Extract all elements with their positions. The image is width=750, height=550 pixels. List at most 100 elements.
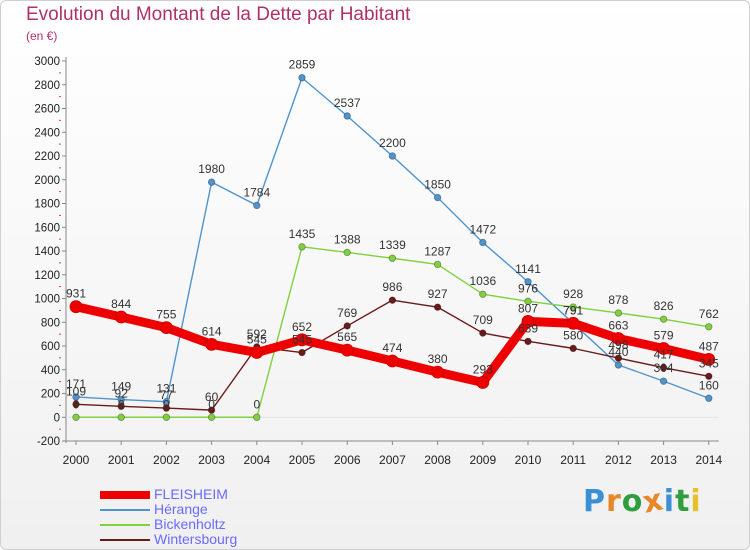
data-label: 380 (428, 352, 448, 366)
x-tick-label: 2003 (198, 453, 225, 467)
data-point (343, 322, 351, 330)
data-label: 545 (292, 333, 312, 347)
x-tick-label: 2005 (289, 453, 316, 467)
data-point (207, 406, 216, 414)
data-point (479, 238, 487, 247)
data-label: 928 (563, 287, 583, 301)
data-label: 304 (654, 361, 674, 375)
data-point (298, 74, 306, 82)
chart-title: Evolution du Montant de la Dette par Hab… (26, 4, 411, 25)
data-label: 807 (518, 301, 538, 315)
data-label: 1141 (515, 262, 541, 276)
y-tick-label: 1800 (34, 199, 60, 211)
y-tick-label: 3000 (34, 56, 60, 68)
y-tick-label: 1600 (34, 222, 60, 234)
data-label: 986 (382, 280, 402, 294)
data-label: 160 (699, 378, 719, 392)
y-tick-label: 400 (41, 365, 60, 377)
data-label: 769 (337, 306, 357, 320)
data-point (117, 395, 125, 404)
data-label: 592 (247, 327, 267, 341)
legend-label: FLEISHEIM (154, 486, 228, 502)
data-point (72, 393, 80, 401)
y-tick-label: 2000 (34, 175, 60, 187)
data-label: 709 (473, 313, 493, 327)
x-tick-label: 2013 (650, 453, 677, 467)
data-point (614, 309, 623, 317)
data-point (114, 310, 128, 324)
data-label: 0 (208, 397, 215, 411)
data-label: 1980 (198, 162, 225, 176)
legend-label: Bickenholtz (154, 516, 226, 532)
data-label: 614 (202, 324, 222, 338)
data-label: 652 (292, 320, 312, 334)
data-label: 826 (654, 299, 674, 313)
data-point (524, 297, 532, 306)
x-tick-label: 2004 (243, 453, 270, 467)
x-tick-label: 2000 (63, 453, 90, 467)
data-point (479, 290, 487, 298)
data-point (705, 372, 713, 380)
data-label: 1339 (379, 238, 406, 252)
data-point (659, 377, 668, 385)
data-point (431, 365, 445, 379)
data-point (614, 354, 623, 362)
legend-item: Hérange (100, 502, 300, 517)
data-label: 77 (160, 388, 174, 402)
data-point (702, 353, 716, 366)
y-tick-label: 2400 (34, 127, 60, 139)
x-tick-label: 2014 (695, 453, 722, 467)
x-tick-label: 2009 (469, 453, 496, 467)
data-point (205, 337, 219, 351)
data-label: 1388 (334, 232, 361, 246)
data-label: 498 (608, 338, 628, 352)
data-label: 1435 (289, 227, 316, 241)
data-label: 755 (156, 308, 176, 322)
data-label: 791 (563, 303, 583, 317)
data-point (72, 400, 80, 409)
data-point (298, 348, 306, 357)
data-label: 762 (699, 307, 719, 321)
data-point (69, 300, 83, 314)
x-tick-label: 2011 (560, 453, 586, 467)
data-label: 927 (428, 287, 448, 301)
data-point (657, 342, 670, 355)
data-label: 1850 (424, 178, 451, 192)
y-tick-label: 1400 (34, 246, 60, 258)
legend-swatch (100, 523, 150, 526)
data-point (253, 201, 261, 210)
x-tick-label: 2010 (515, 453, 542, 467)
data-label: 2859 (289, 58, 316, 72)
data-point (162, 413, 171, 421)
data-label: 171 (66, 377, 86, 391)
data-label: 0 (163, 397, 170, 411)
data-label: 1036 (469, 274, 496, 288)
data-point (659, 364, 668, 372)
data-point (117, 402, 125, 411)
data-point (705, 323, 713, 331)
y-tick-label: -200 (37, 436, 60, 448)
y-tick-label: 1200 (34, 270, 60, 282)
x-tick-label: 2012 (605, 453, 632, 467)
x-tick-label: 2008 (424, 453, 451, 467)
brand-letter: r (606, 484, 622, 519)
data-point (569, 303, 577, 311)
brand-letter: i (663, 484, 676, 519)
data-label: 976 (518, 281, 538, 295)
data-label: 149 (111, 380, 131, 394)
x-tick-label: 2006 (334, 453, 361, 467)
data-point (476, 376, 490, 389)
data-point (612, 332, 625, 345)
y-tick-label: 2200 (34, 151, 60, 163)
legend-label: Hérange (154, 501, 208, 517)
data-point (388, 152, 397, 160)
legend-swatch (100, 490, 150, 499)
data-point (659, 315, 668, 323)
data-point (433, 260, 442, 269)
legend-swatch (100, 538, 150, 541)
legend-item: FLEISHEIM (100, 487, 300, 502)
data-label: 487 (699, 339, 719, 353)
data-point (705, 394, 713, 402)
data-point (295, 333, 309, 347)
